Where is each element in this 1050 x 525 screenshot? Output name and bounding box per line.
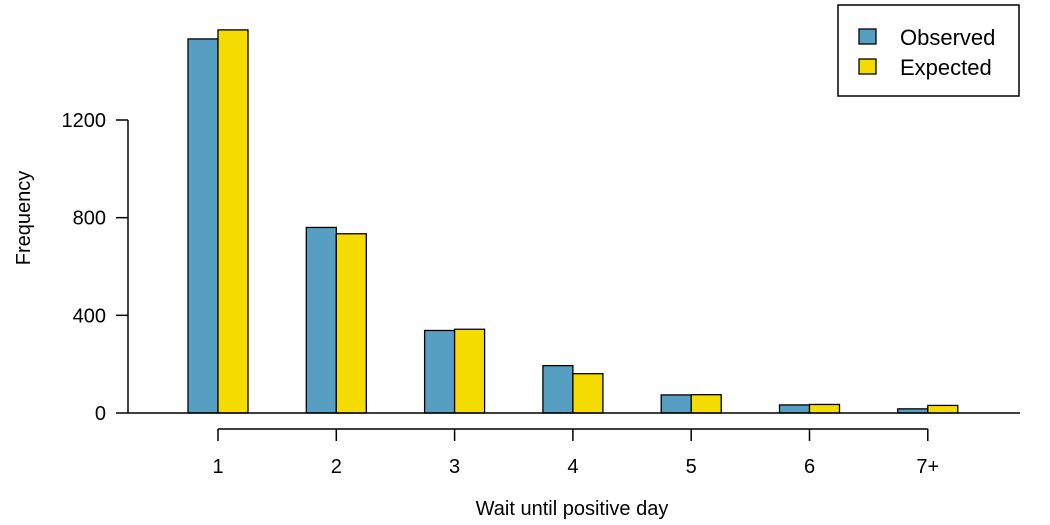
bar-observed-2 — [305, 226, 337, 414]
x-tick-label: 4 — [567, 456, 578, 478]
y-tick-label: 1200 — [62, 110, 107, 132]
bar-expected-6 — [808, 403, 841, 414]
legend-swatch-observed — [858, 28, 877, 45]
bar-expected-2 — [335, 233, 367, 414]
bar-observed-6 — [778, 404, 811, 414]
x-tick-label: 1 — [212, 456, 223, 478]
y-axis-label: Frequency — [13, 171, 35, 266]
y-tick-label: 800 — [73, 208, 106, 230]
legend-label-expected: Expected — [900, 55, 992, 80]
x-axis-label: Wait until positive day — [476, 498, 669, 520]
y-tick-label: 0 — [95, 403, 106, 425]
legend-label-observed: Observed — [900, 25, 995, 50]
bar-expected-3 — [453, 328, 486, 414]
legend-box — [837, 4, 1020, 97]
bar-expected-7plus — [927, 404, 959, 414]
x-tick-label: 3 — [449, 456, 460, 478]
bar-expected-4 — [572, 373, 604, 414]
legend: Observed Expected — [837, 4, 1020, 97]
bar-expected-5 — [690, 394, 722, 414]
bar-observed-5 — [660, 394, 692, 414]
bars-group — [187, 29, 959, 414]
x-tick-label: 7+ — [916, 456, 939, 478]
bar-observed-4 — [542, 364, 574, 414]
x-axis: 1 2 3 4 5 6 7+ — [212, 428, 939, 478]
y-axis: 0 400 800 1200 — [62, 110, 129, 425]
bar-observed-3 — [423, 329, 456, 414]
y-tick-label: 400 — [73, 305, 106, 327]
bar-observed-1 — [187, 38, 219, 414]
x-tick-label: 2 — [331, 456, 342, 478]
legend-swatch-expected — [858, 58, 877, 75]
x-tick-label: 5 — [686, 456, 697, 478]
x-tick-label: 6 — [804, 456, 815, 478]
bar-expected-1 — [217, 29, 249, 414]
